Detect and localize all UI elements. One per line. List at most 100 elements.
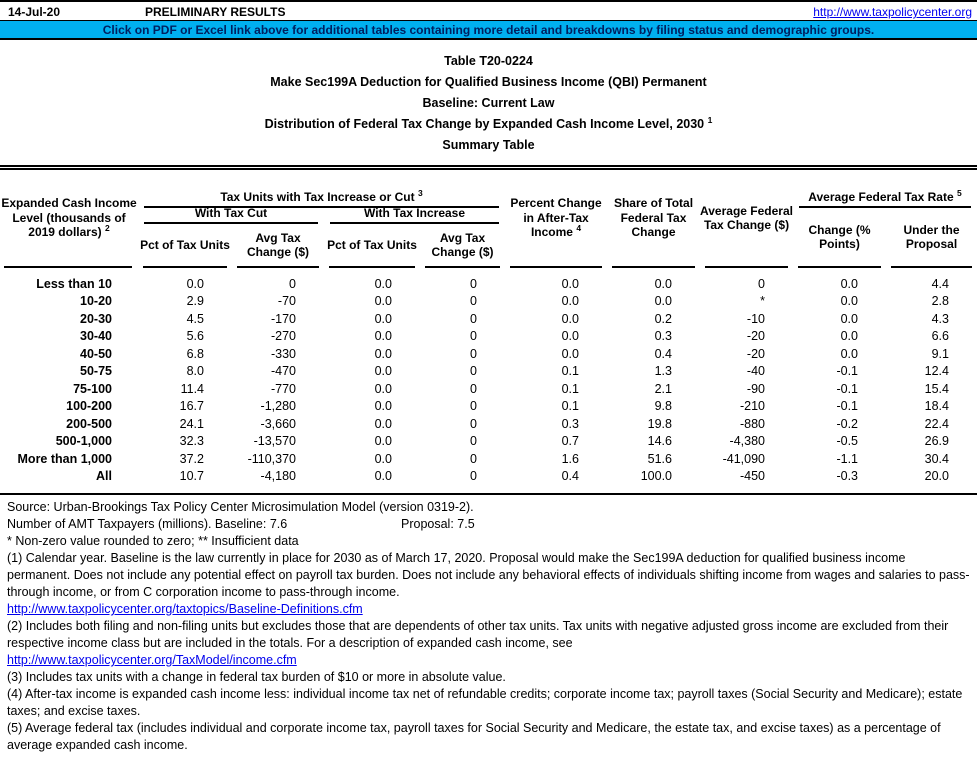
table-top-double-rule bbox=[0, 165, 977, 170]
amt-proposal-label: Proposal: 7.5 bbox=[401, 517, 475, 531]
cell-pct-with-tax-cut: 2.9 bbox=[186, 294, 204, 309]
table-number-title: Table T20-0224 bbox=[444, 54, 533, 68]
cell-avg-change-with-tax-cut: -170 bbox=[270, 311, 296, 326]
header-underline bbox=[425, 266, 500, 268]
cell-share-of-total-federal-tax-change: 1.3 bbox=[654, 364, 672, 379]
table-row: 100-200 16.7 -1,280 0.0 0 0.1 9.8 -210 -… bbox=[0, 398, 977, 416]
cell-avg-change-with-tax-increase: 0 bbox=[470, 329, 477, 344]
column-group-average-federal-tax-rate: Average Federal Tax Rate 5 bbox=[799, 170, 971, 208]
baseline-definitions-link[interactable]: http://www.taxpolicycenter.org/taxtopics… bbox=[7, 602, 363, 616]
cell-rate-under-proposal: 15.4 bbox=[924, 381, 949, 396]
amt-baseline-label: Number of AMT Taxpayers (millions). Base… bbox=[7, 517, 288, 531]
cell-rate-change-points: -0.3 bbox=[836, 469, 858, 484]
cell-share-of-total-federal-tax-change: 0.0 bbox=[654, 276, 672, 291]
cell-rate-under-proposal: 4.3 bbox=[931, 311, 949, 326]
table-row: 50-75 8.0 -470 0.0 0 0.1 1.3 -40 -0.1 12… bbox=[0, 363, 977, 381]
cell-share-of-total-federal-tax-change: 0.3 bbox=[654, 329, 672, 344]
row-label: 10-20 bbox=[80, 294, 112, 309]
cell-rate-under-proposal: 4.4 bbox=[931, 276, 949, 291]
row-label: 40-50 bbox=[80, 346, 112, 361]
cell-rate-under-proposal: 30.4 bbox=[924, 451, 949, 466]
cell-pct-with-tax-cut: 4.5 bbox=[186, 311, 204, 326]
cell-avg-change-with-tax-increase: 0 bbox=[470, 381, 477, 396]
cell-avg-change-with-tax-cut: -70 bbox=[277, 294, 296, 309]
row-label: More than 1,000 bbox=[17, 451, 112, 466]
cell-average-federal-tax-change: -41,090 bbox=[722, 451, 765, 466]
header-underline bbox=[612, 266, 695, 268]
cell-average-federal-tax-change: -20 bbox=[746, 329, 765, 344]
cell-share-of-total-federal-tax-change: 9.8 bbox=[654, 399, 672, 414]
footnote-2: (2) Includes both filing and non-filing … bbox=[7, 619, 949, 650]
summary-table-label: Summary Table bbox=[442, 138, 535, 152]
table-header: Expanded Cash Income Level (thousands of… bbox=[0, 170, 977, 275]
column-header-rate-change-points: Change (% Points) bbox=[808, 222, 871, 252]
row-label: Less than 10 bbox=[36, 276, 112, 291]
cell-avg-change-with-tax-increase: 0 bbox=[470, 346, 477, 361]
source-note: Source: Urban-Brookings Tax Policy Cente… bbox=[7, 500, 474, 514]
cell-rate-change-points: -1.1 bbox=[836, 451, 858, 466]
cell-rate-change-points: -0.1 bbox=[836, 364, 858, 379]
column-header-avg-tax-change-cut: Avg Tax Change ($) bbox=[246, 230, 309, 260]
header-underline bbox=[798, 266, 881, 268]
footnotes: Source: Urban-Brookings Tax Policy Cente… bbox=[0, 495, 977, 754]
baseline-title: Baseline: Current Law bbox=[422, 96, 555, 110]
cell-avg-change-with-tax-cut: -110,370 bbox=[247, 451, 296, 466]
cell-rate-under-proposal: 18.4 bbox=[924, 399, 949, 414]
cell-rate-change-points: -0.2 bbox=[836, 416, 858, 431]
cell-pct-with-tax-cut: 37.2 bbox=[179, 451, 204, 466]
income-definition-link[interactable]: http://www.taxpolicycenter.org/TaxModel/… bbox=[7, 653, 297, 667]
row-label: 75-100 bbox=[73, 381, 112, 396]
title-block: Table T20-0224 Make Sec199A Deduction fo… bbox=[0, 40, 977, 165]
date-label: 14-Jul-20 bbox=[8, 5, 61, 19]
column-header-pct-of-tax-units-cut: Pct of Tax Units bbox=[140, 237, 230, 252]
cell-percent-change-after-tax-income: 0.0 bbox=[561, 276, 579, 291]
footnote-5: (5) Average federal tax (includes indivi… bbox=[7, 721, 941, 752]
cell-avg-change-with-tax-increase: 0 bbox=[470, 451, 477, 466]
cell-percent-change-after-tax-income: 0.0 bbox=[561, 294, 579, 309]
cell-percent-change-after-tax-income: 0.0 bbox=[561, 311, 579, 326]
cell-percent-change-after-tax-income: 1.6 bbox=[561, 451, 579, 466]
cell-pct-with-tax-cut: 5.6 bbox=[186, 329, 204, 344]
cell-average-federal-tax-change: -210 bbox=[739, 399, 765, 414]
row-label: 30-40 bbox=[80, 329, 112, 344]
taxpolicycenter-url-link[interactable]: http://www.taxpolicycenter.org bbox=[813, 5, 972, 19]
info-banner: Click on PDF or Excel link above for add… bbox=[0, 21, 977, 40]
cell-average-federal-tax-change: * bbox=[760, 294, 765, 309]
table-row: Less than 10 0.0 0 0.0 0 0.0 0.0 0 0.0 4… bbox=[0, 275, 977, 293]
column-header-percent-change-after-tax-income: Percent Change in After-Tax Income 4 bbox=[510, 196, 602, 240]
cell-avg-change-with-tax-cut: -13,570 bbox=[253, 434, 296, 449]
cell-avg-change-with-tax-cut: -1,280 bbox=[260, 399, 296, 414]
cell-rate-change-points: 0.0 bbox=[840, 329, 858, 344]
cell-rate-change-points: -0.5 bbox=[836, 434, 858, 449]
cell-share-of-total-federal-tax-change: 19.8 bbox=[647, 416, 672, 431]
cell-share-of-total-federal-tax-change: 0.2 bbox=[654, 311, 672, 326]
cell-pct-with-tax-cut: 32.3 bbox=[179, 434, 204, 449]
table-row: 500-1,000 32.3 -13,570 0.0 0 0.7 14.6 -4… bbox=[0, 433, 977, 451]
header-underline bbox=[510, 266, 602, 268]
cell-average-federal-tax-change: -40 bbox=[746, 364, 765, 379]
cell-rate-under-proposal: 2.8 bbox=[931, 294, 949, 309]
cell-pct-with-tax-increase: 0.0 bbox=[374, 329, 392, 344]
amt-taxpayers-note: Number of AMT Taxpayers (millions). Base… bbox=[7, 516, 970, 533]
header-underline bbox=[237, 266, 319, 268]
cell-avg-change-with-tax-cut: -3,660 bbox=[260, 416, 296, 431]
header-underline bbox=[891, 266, 972, 268]
cell-pct-with-tax-increase: 0.0 bbox=[374, 399, 392, 414]
cell-pct-with-tax-increase: 0.0 bbox=[374, 311, 392, 326]
cell-avg-change-with-tax-cut: 0 bbox=[289, 276, 296, 291]
table-row: 10-20 2.9 -70 0.0 0 0.0 0.0 * 0.0 2.8 bbox=[0, 293, 977, 311]
cell-average-federal-tax-change: -20 bbox=[746, 346, 765, 361]
table-row: 40-50 6.8 -330 0.0 0 0.0 0.4 -20 0.0 9.1 bbox=[0, 345, 977, 363]
header-underline bbox=[329, 266, 415, 268]
column-header-rate-under-proposal: Under the Proposal bbox=[903, 222, 960, 252]
cell-pct-with-tax-increase: 0.0 bbox=[374, 451, 392, 466]
cell-share-of-total-federal-tax-change: 0.4 bbox=[654, 346, 672, 361]
table-bottom-rule bbox=[0, 493, 977, 495]
table-row: 20-30 4.5 -170 0.0 0 0.0 0.2 -10 0.0 4.3 bbox=[0, 310, 977, 328]
table-row: 75-100 11.4 -770 0.0 0 0.1 2.1 -90 -0.1 … bbox=[0, 380, 977, 398]
column-header-average-federal-tax-change: Average Federal Tax Change ($) bbox=[700, 203, 793, 233]
cell-pct-with-tax-increase: 0.0 bbox=[374, 346, 392, 361]
proposal-title: Make Sec199A Deduction for Qualified Bus… bbox=[270, 75, 707, 89]
cell-rate-change-points: 0.0 bbox=[840, 276, 858, 291]
cell-avg-change-with-tax-increase: 0 bbox=[470, 399, 477, 414]
